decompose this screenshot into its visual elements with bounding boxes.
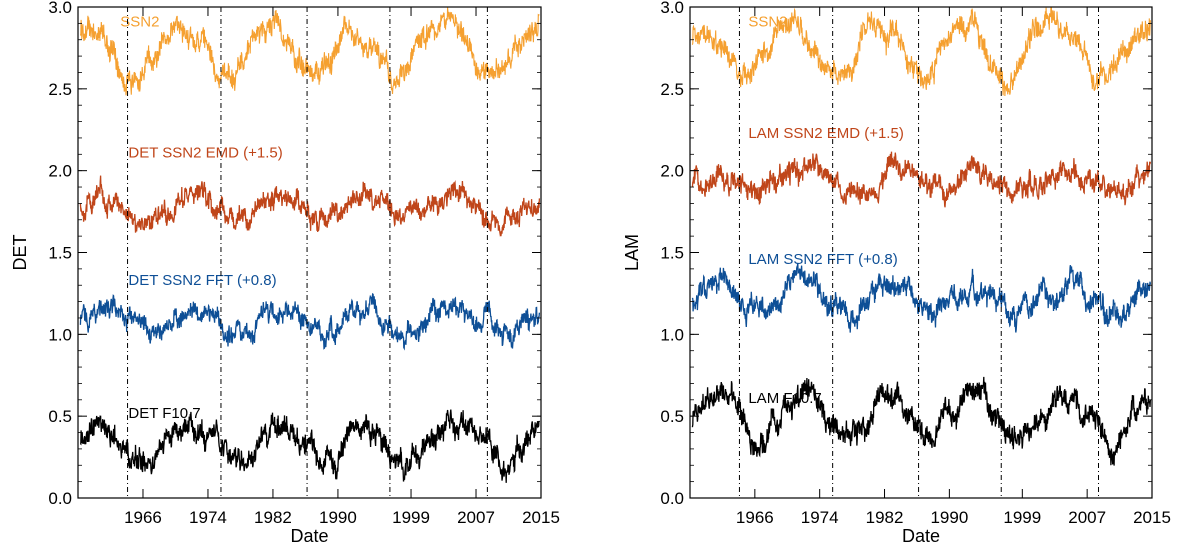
series-line [691, 263, 1152, 333]
y-tick-label: 3.0 [660, 0, 684, 17]
series-line [79, 409, 541, 483]
panel-det: SSN2 DET SSN2 EMD (+1.5) DET SSN2 FFT (+0.… [10, 0, 560, 546]
y-tick-label: 1.0 [48, 325, 72, 344]
x-tick-label: 1966 [124, 508, 162, 527]
series-label: DET SSN2 FFT (+0.8) [128, 272, 276, 289]
series-line [79, 175, 541, 237]
x-tick-label: 1999 [392, 508, 430, 527]
panel-lam: SSN2 LAM SSN2 EMD (+1.5) LAM SSN2 FFT (+0.… [622, 0, 1171, 546]
x-tick-label: 1974 [801, 508, 839, 527]
x-tick-label: 1966 [736, 508, 774, 527]
series-line [79, 7, 540, 96]
y-tick-label: 2.5 [48, 80, 72, 99]
y-tick-label: 3.0 [48, 0, 72, 17]
series-label: LAM SSN2 EMD (+1.5) [748, 125, 903, 142]
x-tick-label: 2007 [457, 508, 495, 527]
series-label: LAM SSN2 FFT (+0.8) [748, 251, 897, 268]
y-tick-label: 1.5 [660, 244, 684, 263]
series-label: DET SSN2 EMD (+1.5) [128, 145, 282, 162]
y-tick-label: 1.5 [48, 244, 72, 263]
x-tick-label: 1990 [930, 508, 968, 527]
y-tick-label: 2.0 [660, 162, 684, 181]
series-line [691, 151, 1152, 208]
x-tick-label: 1974 [189, 508, 227, 527]
x-tick-label: 1982 [866, 508, 904, 527]
y-axis-title: LAM [622, 234, 642, 271]
x-tick-label: 2007 [1068, 508, 1106, 527]
series-line [79, 292, 541, 351]
series-label: LAM F10.7 [748, 390, 821, 407]
y-tick-label: 0.0 [48, 489, 72, 508]
series-label: SSN2 [120, 14, 159, 31]
y-axis-title: DET [10, 234, 30, 270]
x-tick-label: 2015 [1133, 508, 1171, 527]
y-tick-label: 0.5 [48, 407, 72, 426]
series-line [691, 376, 1152, 466]
x-tick-label: 1999 [1003, 508, 1041, 527]
series-label: SSN2 [748, 14, 787, 31]
y-tick-label: 0.0 [660, 489, 684, 508]
x-axis-title: Date [290, 526, 328, 546]
x-tick-label: 1982 [254, 508, 292, 527]
series-line [691, 7, 1151, 97]
series-label: DET F10.7 [128, 405, 200, 422]
x-tick-label: 2015 [522, 508, 560, 527]
y-tick-label: 2.0 [48, 162, 72, 181]
x-tick-label: 1990 [319, 508, 357, 527]
y-tick-label: 0.5 [660, 407, 684, 426]
y-tick-label: 2.5 [660, 80, 684, 99]
y-tick-label: 1.0 [660, 325, 684, 344]
x-axis-title: Date [902, 526, 940, 546]
